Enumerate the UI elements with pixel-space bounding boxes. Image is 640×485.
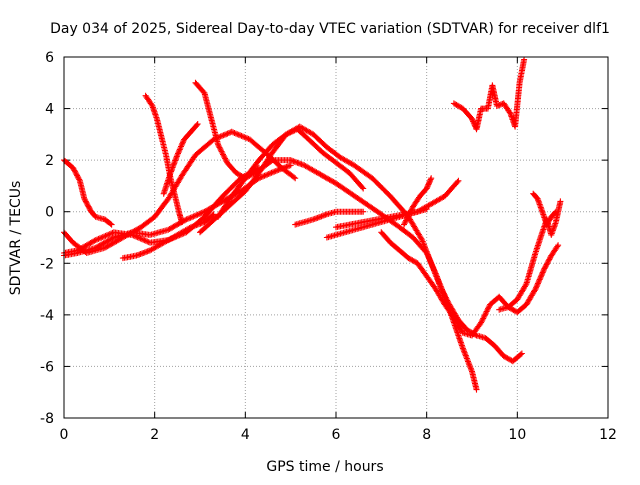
x-tick-label: 8 [422,427,431,443]
y-tick-label: 4 [45,102,54,118]
y-tick-label: -4 [40,308,54,324]
y-tick-label: 0 [45,205,54,221]
series-markers [450,56,528,133]
x-tick-label: 10 [508,427,526,443]
y-tick-label: -8 [40,411,54,427]
x-tick-label: 6 [332,427,341,443]
plot-frame [63,56,609,419]
series-markers [119,211,217,262]
y-axis-label: SDTVAR / TECUs [8,181,24,296]
series-arc-16 [450,56,528,133]
x-tick-label: 4 [241,427,250,443]
y-tick-label: 6 [45,50,54,66]
series-arc-06 [142,92,185,225]
series-arc-10 [215,126,367,220]
series-markers [142,92,185,225]
x-tick-label: 2 [150,427,159,443]
series-markers [215,126,367,220]
series-markers [378,229,562,339]
series-markers [530,190,559,228]
series-markers [197,123,525,365]
x-tick-label: 0 [60,427,69,443]
series-arc-11 [292,208,367,228]
series-arc-15 [401,175,435,228]
series-arc-07 [160,121,201,197]
data-points [61,56,564,393]
series-markers [292,208,367,228]
x-tick-label: 12 [599,427,617,443]
series-arc-14 [378,229,562,339]
x-axis-label: GPS time / hours [266,459,383,475]
series-arc-18 [530,190,559,228]
y-tick-label: -2 [40,256,54,272]
series-arc-09 [197,123,525,365]
series-arc-05 [119,211,217,262]
series-markers [401,175,435,228]
series-markers [160,121,201,197]
axis-ticks: 0 2 4 6 8 10 12 -8 -6 -4 -2 0 2 4 6 [40,50,617,443]
y-tick-label: 2 [45,153,54,169]
chart-title: Day 034 of 2025, Sidereal Day-to-day VTE… [50,21,610,37]
y-tick-label: -6 [40,359,54,375]
